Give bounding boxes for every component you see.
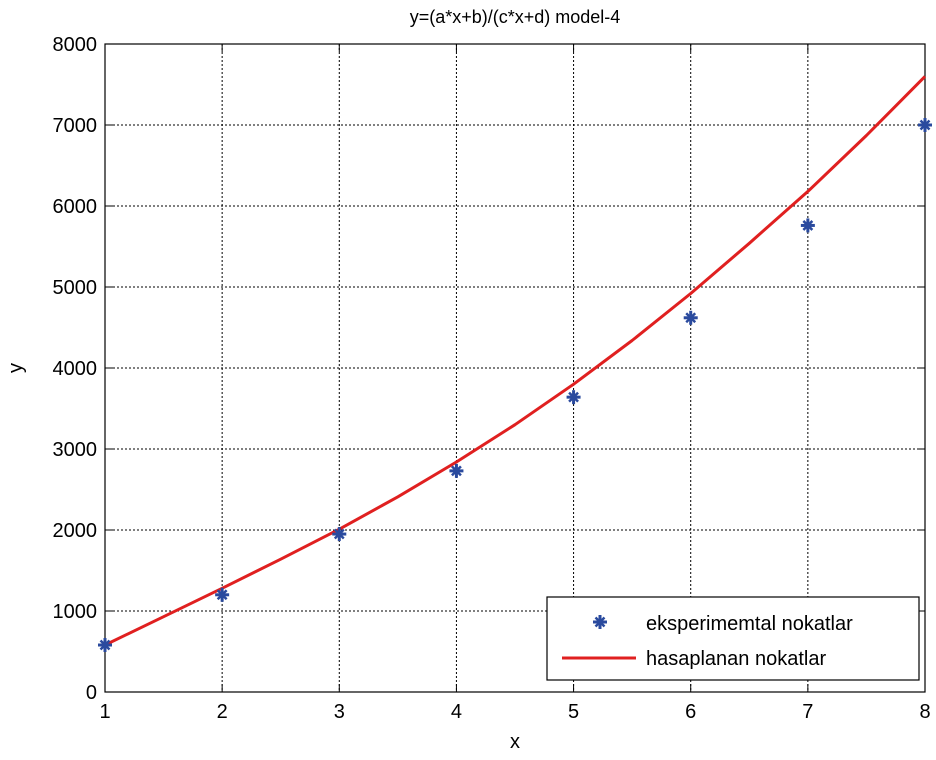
grid-lines [105,44,925,692]
y-axis-title: y [5,363,27,373]
experimental-point [215,587,230,602]
series-layer [98,75,932,653]
legend-label-calculated: hasaplanan nokatlar [646,648,826,670]
axis-ticks: 1 2 3 4 5 6 7 8 0 1000 2000 3000 4000 5000 6000 7000 800… [53,34,931,723]
y-tick-label: 2000 [53,520,98,542]
experimental-point [449,463,464,478]
legend-box [546,596,920,681]
experimental-point [800,218,815,233]
x-tick-label: 5 [568,701,579,723]
experimental-point [566,390,581,405]
x-tick-label: 7 [802,701,813,723]
experimental-point [332,527,347,542]
y-tick-label: 0 [86,682,97,704]
y-tick-label: 1000 [53,601,98,623]
y-tick-label: 5000 [53,277,98,299]
legend-marker-experimental [593,615,607,629]
x-tick-label: 2 [217,701,228,723]
calculated-curve [104,75,927,647]
y-tick-label: 8000 [53,34,98,56]
x-tick-label: 8 [919,701,930,723]
experimental-point [918,118,932,132]
x-tick-label: 3 [334,701,345,723]
x-tick-label: 1 [99,701,110,723]
legend-label-experimental: eksperimemtal nokatlar [646,613,853,635]
y-tick-label: 7000 [53,115,98,137]
x-axis-title: x [510,731,520,753]
legend: eksperimemtal nokatlar hasaplanan nokatl… [546,596,920,681]
y-tick-label: 4000 [53,358,98,380]
chart-title: y=(a*x+b)/(c*x+d) model-4 [410,7,621,27]
legend-marker-star [593,615,607,629]
x-tick-label: 4 [451,701,462,723]
y-tick-label: 6000 [53,196,98,218]
experimental-point [98,638,112,653]
y-tick-label: 3000 [53,439,98,461]
x-tick-label: 6 [685,701,696,723]
experimental-point [683,310,698,325]
